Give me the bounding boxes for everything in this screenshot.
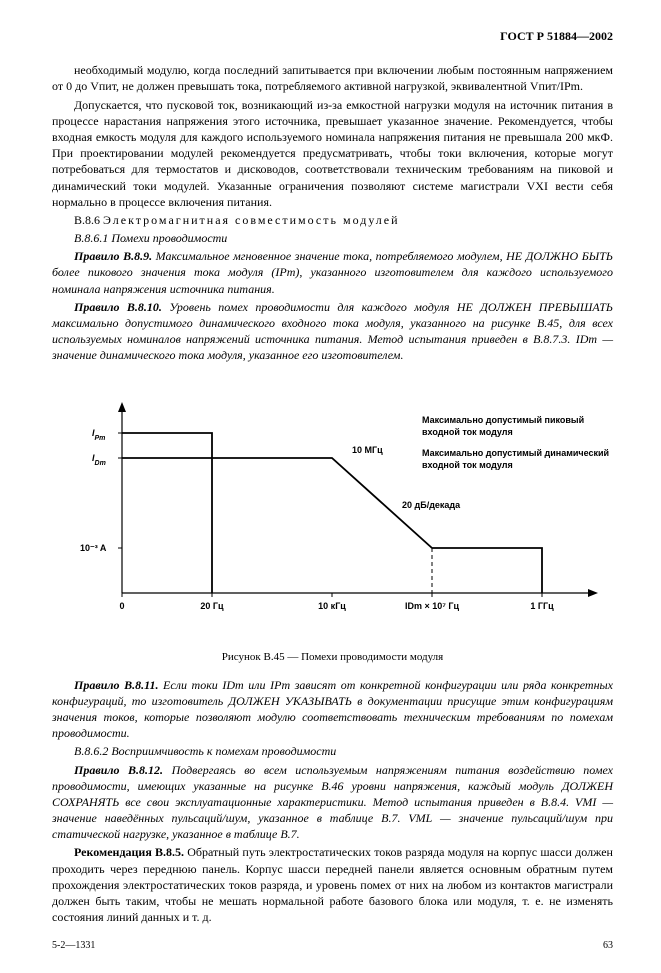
paragraph-1: необходимый модулю, когда последний запи… bbox=[52, 62, 613, 94]
sheet-sig: 5-2—1331 bbox=[52, 939, 95, 953]
page-number: 63 bbox=[603, 939, 613, 953]
svg-text:0: 0 bbox=[119, 601, 124, 611]
doc-code: ГОСТ Р 51884—2002 bbox=[52, 28, 613, 44]
svg-text:10 кГц: 10 кГц bbox=[318, 601, 346, 611]
svg-text:входной ток модуля: входной ток модуля bbox=[422, 460, 513, 470]
svg-text:Максимально допустимый динамич: Максимально допустимый динамический bbox=[422, 448, 609, 458]
figure-svg: IPm IDm 10⁻³ A 0 20 Гц 10 кГц IDm × 10⁷ Гц 1 ГГ… bbox=[52, 378, 612, 638]
svg-text:10 МГц: 10 МГц bbox=[352, 445, 383, 455]
rule-label: Правило В.8.12. bbox=[74, 763, 163, 777]
rec-label: Рекомендация В.8.5. bbox=[74, 845, 184, 859]
section-b862: В.8.6.2 Восприимчивость к помехам провод… bbox=[52, 743, 613, 759]
figure-caption: Рисунок В.45 — Помехи проводимости модул… bbox=[52, 650, 613, 665]
recommendation-b85: Рекомендация В.8.5. Обратный путь электр… bbox=[52, 844, 613, 925]
sec-title: Электромагнитная совместимость модулей bbox=[103, 213, 400, 227]
svg-text:10⁻³ A: 10⁻³ A bbox=[80, 543, 107, 553]
section-b861: В.8.6.1 Помехи проводимости bbox=[52, 230, 613, 246]
svg-text:20 дБ/декада: 20 дБ/декада bbox=[402, 500, 461, 510]
svg-text:1 ГГц: 1 ГГц bbox=[530, 601, 554, 611]
svg-text:входной ток модуля: входной ток модуля bbox=[422, 427, 513, 437]
rule-b810: Правило В.8.10. Уровень помех проводимос… bbox=[52, 299, 613, 364]
rule-label: Правило В.8.9. bbox=[74, 249, 152, 263]
svg-text:IDm: IDm bbox=[92, 453, 106, 467]
svg-text:20 Гц: 20 Гц bbox=[200, 601, 224, 611]
svg-text:IPm: IPm bbox=[92, 428, 105, 442]
sec-num: В.8.6 bbox=[74, 213, 100, 227]
rule-b812: Правило В.8.12. Подвергаясь во всем испо… bbox=[52, 762, 613, 843]
rule-b89: Правило В.8.9. Максимальное мгновенное з… bbox=[52, 248, 613, 297]
figure-b45: IPm IDm 10⁻³ A 0 20 Гц 10 кГц IDm × 10⁷ Гц 1 ГГ… bbox=[52, 378, 613, 642]
svg-text:IDm × 10⁷ Гц: IDm × 10⁷ Гц bbox=[405, 601, 460, 611]
paragraph-2: Допускается, что пусковой ток, возникающ… bbox=[52, 97, 613, 210]
rule-b811: Правило В.8.11. Если токи IDm или IPm за… bbox=[52, 677, 613, 742]
svg-text:Максимально допустимый пиковый: Максимально допустимый пиковый bbox=[422, 415, 584, 425]
rule-label: Правило В.8.11. bbox=[74, 678, 158, 692]
section-b86: В.8.6 Электромагнитная совместимость мод… bbox=[52, 212, 613, 228]
rule-label: Правило В.8.10. bbox=[74, 300, 162, 314]
page-footer: 5-2—1331 63 bbox=[52, 939, 613, 953]
